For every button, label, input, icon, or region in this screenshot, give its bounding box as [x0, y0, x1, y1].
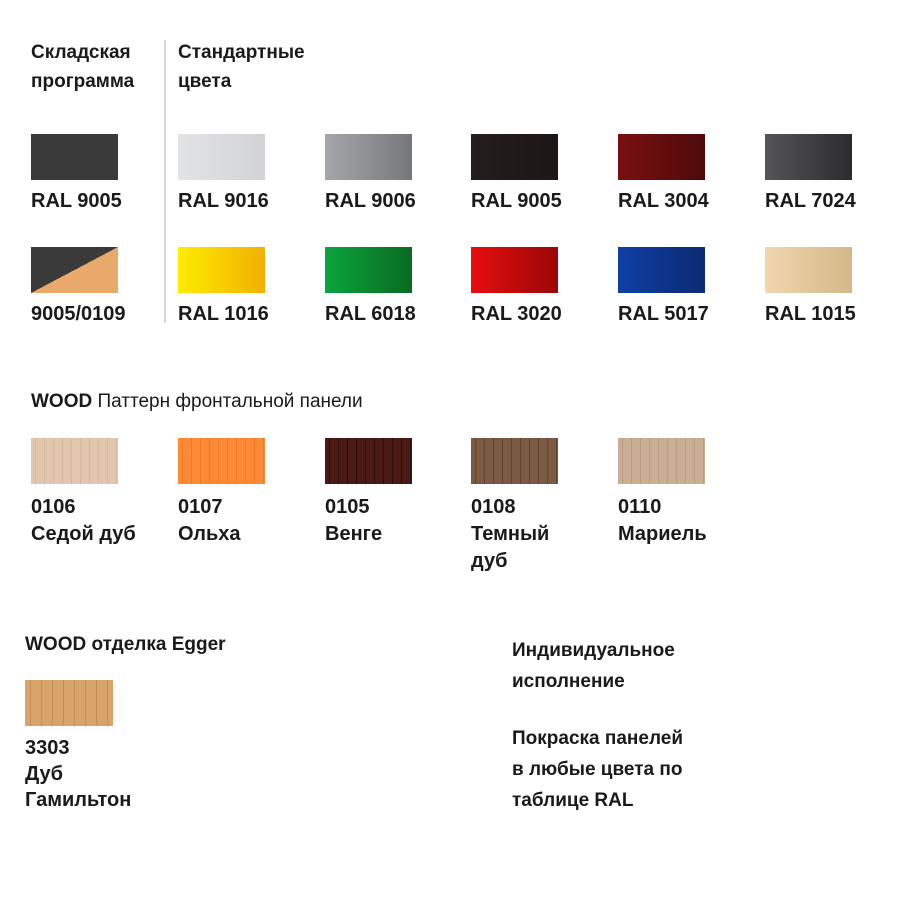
swatch-label: RAL 6018	[325, 303, 416, 325]
swatch-label: RAL 1016	[178, 303, 269, 325]
standard-title-line: цвета	[178, 71, 232, 92]
swatch-label: RAL 3020	[471, 303, 562, 325]
wood-name: Седой дуб	[31, 523, 136, 545]
color-swatch	[471, 134, 558, 180]
wood-label: 0110 Мариель	[618, 494, 707, 548]
wood-name: Темный	[471, 523, 550, 545]
standard-title: Стандартные цвета	[178, 38, 305, 96]
standard-title-line: Стандартные	[178, 42, 305, 63]
egger-label: 3303 Дуб Гамильтон	[25, 735, 131, 813]
custom-text-line: в любые цвета по	[512, 759, 683, 780]
color-swatch	[618, 247, 705, 293]
swatch-label: RAL 7024	[765, 190, 856, 212]
color-swatch	[31, 134, 118, 180]
swatch-label: RAL 9005	[471, 190, 562, 212]
egger-title: WOOD отделка Egger	[25, 634, 226, 655]
color-swatch	[178, 134, 265, 180]
custom-text-line: Покраска панелей	[512, 728, 684, 749]
stock-title: Складская программа	[31, 38, 134, 96]
custom-title-line: исполнение	[512, 671, 625, 692]
color-swatch	[471, 247, 558, 293]
egger-name: Дуб	[25, 763, 63, 785]
wood-code: 0110	[618, 496, 662, 518]
swatch-label: RAL 1015	[765, 303, 856, 325]
wood-name: дуб	[471, 550, 508, 572]
egger-name: Гамильтон	[25, 789, 132, 811]
wood-code: 0105	[325, 496, 370, 518]
color-swatch	[618, 134, 705, 180]
color-swatch	[325, 134, 412, 180]
wood-title-rest: Паттерн фронтальной панели	[92, 391, 363, 412]
custom-text-line: таблице RAL	[512, 790, 634, 811]
swatch-label: RAL 9005	[31, 190, 122, 212]
divider	[164, 40, 166, 323]
wood-code: 0107	[178, 496, 223, 518]
custom-title-line: Индивидуальное	[512, 640, 675, 661]
wood-swatch	[471, 438, 558, 484]
stock-title-line: программа	[31, 71, 135, 92]
wood-name: Ольха	[178, 523, 241, 545]
wood-label: 0106 Седой дуб	[31, 494, 136, 548]
wood-swatch	[325, 438, 412, 484]
wood-swatch	[178, 438, 265, 484]
wood-swatch	[31, 438, 118, 484]
wood-title: WOOD Паттерн фронтальной панели	[31, 391, 363, 413]
wood-label: 0107 Ольха	[178, 494, 241, 548]
custom-text: Покраска панелей в любые цвета по таблиц…	[512, 723, 683, 816]
color-swatch	[178, 247, 265, 293]
swatch-label: RAL 5017	[618, 303, 709, 325]
wood-name: Мариель	[618, 523, 707, 545]
wood-label: 0105 Венге	[325, 494, 382, 548]
color-swatch	[31, 247, 118, 293]
wood-name: Венге	[325, 523, 383, 545]
egger-code: 3303	[25, 737, 70, 759]
wood-title-bold: WOOD	[31, 391, 93, 412]
wood-label: 0108 Темный дуб	[471, 494, 549, 575]
stock-title-line: Складская	[31, 42, 131, 63]
wood-code: 0108	[471, 496, 516, 518]
wood-code: 0106	[31, 496, 76, 518]
swatch-label: RAL 3004	[618, 190, 709, 212]
custom-title: Индивидуальное исполнение	[512, 635, 675, 697]
swatch-label: RAL 9006	[325, 190, 416, 212]
color-swatch	[325, 247, 412, 293]
color-swatch	[765, 247, 852, 293]
swatch-label: RAL 9016	[178, 190, 269, 212]
swatch-label: 9005/0109	[31, 303, 126, 325]
egger-swatch	[25, 680, 113, 726]
color-swatch	[765, 134, 852, 180]
wood-swatch	[618, 438, 705, 484]
